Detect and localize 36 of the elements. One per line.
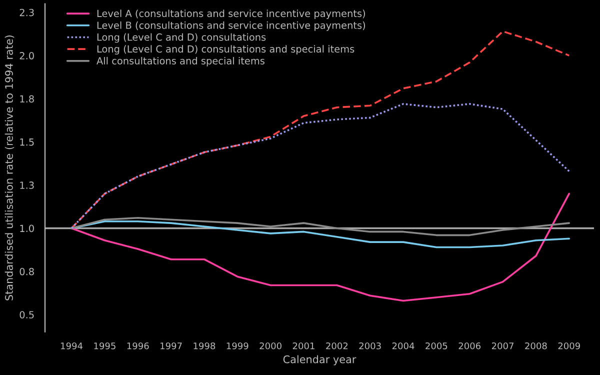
legend-label: Long (Level C and D) consultations — [97, 33, 266, 43]
line-series — [70, 216, 570, 236]
x-axis-title: Calendar year — [283, 355, 356, 366]
x-tick-label: 2002 — [326, 342, 348, 350]
x-tick-label: 1999 — [226, 342, 248, 350]
y-tick-label: 1.8 — [20, 95, 34, 103]
x-tick-label: 2001 — [292, 342, 314, 350]
legend-label: Level A (consultations and service incentive payments) — [97, 10, 366, 19]
legend-label: Long (Level C and D) consultations and special items — [97, 45, 354, 55]
x-tick-label: 2000 — [260, 342, 282, 350]
legend-label: Level B (consultations and service incentive payments) — [97, 21, 366, 31]
legend-label: All consultations and special items — [96, 56, 264, 66]
x-tick-label: 1996 — [127, 342, 149, 350]
x-tick-label: 2006 — [458, 342, 481, 350]
y-tick-label: 1.5 — [20, 138, 34, 146]
x-tick-label: 2009 — [558, 342, 580, 350]
line-series — [70, 220, 570, 248]
x-tick-label: 2007 — [492, 342, 514, 350]
x-tick-label: 1994 — [61, 342, 83, 350]
y-tick-label: 2.0 — [20, 52, 34, 60]
y-axis-title: Standardised utilisation rate (relative to 1994 rate) — [4, 35, 14, 300]
x-tick-label: 1995 — [94, 342, 116, 350]
x-tick-label: 2005 — [426, 342, 448, 350]
x-tick-label: 1997 — [160, 342, 182, 350]
x-tick-label: 2004 — [392, 342, 414, 350]
line-series — [70, 103, 570, 230]
y-tick-label: 1.0 — [20, 224, 34, 232]
y-tick-label: 2.3 — [20, 8, 34, 16]
y-tick-label: 0.5 — [20, 311, 34, 318]
line-series — [70, 30, 570, 230]
y-tick-label: 1.3 — [20, 182, 34, 189]
x-tick-label: 2003 — [359, 342, 381, 350]
x-tick-label: 1998 — [194, 342, 216, 350]
y-tick-label: 0.8 — [20, 268, 34, 276]
line-series — [70, 192, 570, 302]
x-tick-label: 2008 — [525, 342, 547, 350]
